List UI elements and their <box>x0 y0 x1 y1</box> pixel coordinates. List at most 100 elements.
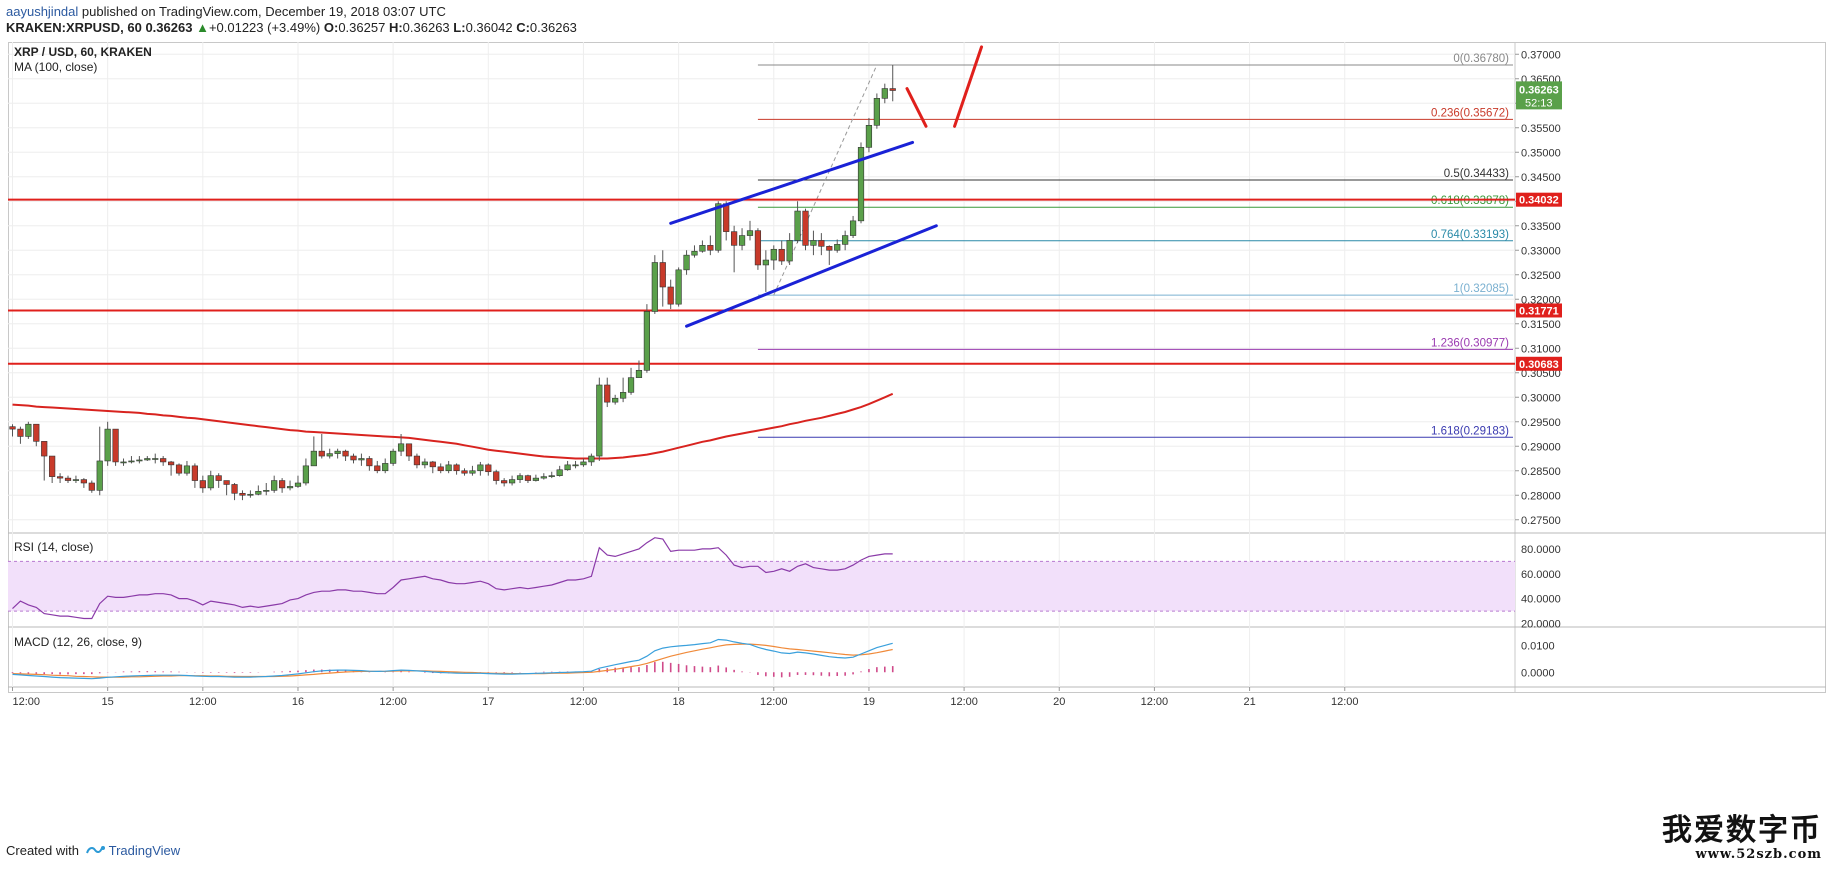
candle-body-107 <box>857 147 865 222</box>
candle-body-89 <box>715 203 722 251</box>
candle-body-78 <box>627 377 635 393</box>
candle-body-77 <box>620 392 627 399</box>
y-tick-label-4: 0.35000 <box>1521 147 1561 159</box>
x-tick-label-9: 19 <box>863 696 875 708</box>
candle-body-58 <box>469 470 476 474</box>
time-axis: 12:00 15 12:00 16 12:00 17 12:00 18 12:00 19 12:00… <box>12 687 1359 708</box>
candle-body-103 <box>826 246 833 251</box>
y-tick-label-0: 0.37000 <box>1521 49 1561 61</box>
high-value: 0.36263 <box>402 20 450 35</box>
fib-label-1: 0.236(0.35672) <box>1431 107 1509 119</box>
candle-body-42 <box>342 450 349 457</box>
candle-body-94 <box>754 230 762 266</box>
price-chart[interactable]: 0(0.36780) 0.236(0.35672) 0.5(0.34433) 0.61… <box>8 42 1826 839</box>
fib-label-0: 0(0.36780) <box>1453 53 1509 65</box>
publish-line: aayushjindal published on TradingView.co… <box>6 4 446 19</box>
candle-body-3 <box>33 423 40 442</box>
ma-legend: MA (100, close) <box>14 60 97 74</box>
channel-upper-line <box>669 140 915 225</box>
candle-body-14 <box>120 461 127 464</box>
rsi-pane: 80.0000 60.0000 40.0000 20.0000 <box>8 537 1561 631</box>
x-tick-label-13: 21 <box>1243 696 1255 708</box>
candle-body-23 <box>191 465 198 481</box>
candle-body-81 <box>651 262 658 312</box>
candle-body-32 <box>263 490 270 492</box>
fib-label-6: 1.236(0.30977) <box>1431 337 1509 349</box>
candle-body-108 <box>865 125 873 148</box>
candle-body-18 <box>152 458 159 460</box>
fib-label-3: 0.618(0.33878) <box>1431 195 1509 207</box>
candle-body-60 <box>485 464 492 473</box>
candle-body-41 <box>334 450 341 454</box>
level-tag-bg-2 <box>1516 356 1562 371</box>
rsi-tick-label-1: 60.0000 <box>1521 569 1561 581</box>
candle-body-97 <box>778 248 785 262</box>
candle-body-111 <box>889 88 896 91</box>
macd-tick-label-0: 0.0100 <box>1521 640 1555 652</box>
rsi-legend: RSI (14, close) <box>14 540 93 554</box>
candle-body-28 <box>231 484 238 494</box>
chart-border <box>8 42 1826 693</box>
candle-body-74 <box>596 384 603 457</box>
candle-body-76 <box>612 397 619 403</box>
forecast-up-stroke <box>953 45 984 128</box>
candle-body-102 <box>818 240 825 247</box>
candle-body-46 <box>374 465 381 472</box>
close-label: C: <box>516 20 530 35</box>
x-tick-label-10: 12:00 <box>950 696 978 708</box>
candle-body-72 <box>580 461 587 466</box>
tradingview-link[interactable]: TradingView <box>108 843 181 858</box>
candle-body-30 <box>247 493 254 496</box>
macd-legend: MACD (12, 26, close, 9) <box>14 635 142 649</box>
candle-body-66 <box>532 477 539 481</box>
candle-body-29 <box>239 492 246 496</box>
candle-body-98 <box>786 240 793 262</box>
candle-body-92 <box>738 235 746 246</box>
candle-body-109 <box>873 98 880 126</box>
candle-body-63 <box>508 479 516 484</box>
low-value: 0.36042 <box>465 20 513 35</box>
fibonacci-retracement: 0(0.36780) 0.236(0.35672) 0.5(0.34433) 0.61… <box>757 53 1513 438</box>
candle-body-44 <box>358 458 365 461</box>
y-tick-label-7: 0.33500 <box>1521 221 1561 233</box>
chart-container[interactable]: 0(0.36780) 0.236(0.35672) 0.5(0.34433) 0.61… <box>8 42 1826 839</box>
author-link[interactable]: aayushjindal <box>6 4 79 19</box>
candle-body-88 <box>707 245 714 251</box>
candle-body-20 <box>168 461 175 466</box>
fib-label-5: 1(0.32085) <box>1453 283 1509 295</box>
candle-body-40 <box>326 453 333 457</box>
y-tick-label-15: 0.29500 <box>1521 417 1561 429</box>
candle-body-26 <box>215 475 222 481</box>
level-tag-bg-1 <box>1516 303 1562 318</box>
candle-body-86 <box>691 250 698 256</box>
y-tick-label-8: 0.33000 <box>1521 245 1561 257</box>
candle-body-105 <box>842 235 849 245</box>
forecast-down-stroke <box>905 87 928 128</box>
high-label: H: <box>388 20 403 35</box>
candle-body-9 <box>80 479 87 484</box>
candle-body-6 <box>56 476 64 479</box>
price-axis: 0.370000.365000.360000.355000.350000.345… <box>1515 49 1562 527</box>
rsi-tick-label-2: 40.0000 <box>1521 594 1561 606</box>
candle-body-59 <box>477 464 484 472</box>
fib-label-4: 0.764(0.33193) <box>1431 229 1509 241</box>
candle-body-80 <box>643 311 650 371</box>
candle-body-24 <box>199 480 206 489</box>
trendline-drawings <box>669 45 984 328</box>
candle-body-99 <box>794 210 801 241</box>
candle-body-52 <box>421 461 428 466</box>
candle-body-75 <box>604 384 611 403</box>
x-tick-label-5: 17 <box>482 696 494 708</box>
watermark-url: www.52szb.com <box>1695 847 1822 862</box>
candle-body-91 <box>731 231 738 246</box>
macd-line <box>12 638 893 680</box>
tradingview-logo-icon <box>85 846 105 854</box>
candle-body-101 <box>810 240 817 246</box>
y-tick-label-3: 0.35500 <box>1521 123 1561 135</box>
candle-body-96 <box>770 248 777 261</box>
candle-body-48 <box>390 450 397 464</box>
candle-body-82 <box>659 262 666 288</box>
support-resistance-lines <box>8 198 1515 365</box>
price-tag-value: 0.36263 <box>1519 84 1559 96</box>
footer: Created with TradingView <box>6 843 180 858</box>
